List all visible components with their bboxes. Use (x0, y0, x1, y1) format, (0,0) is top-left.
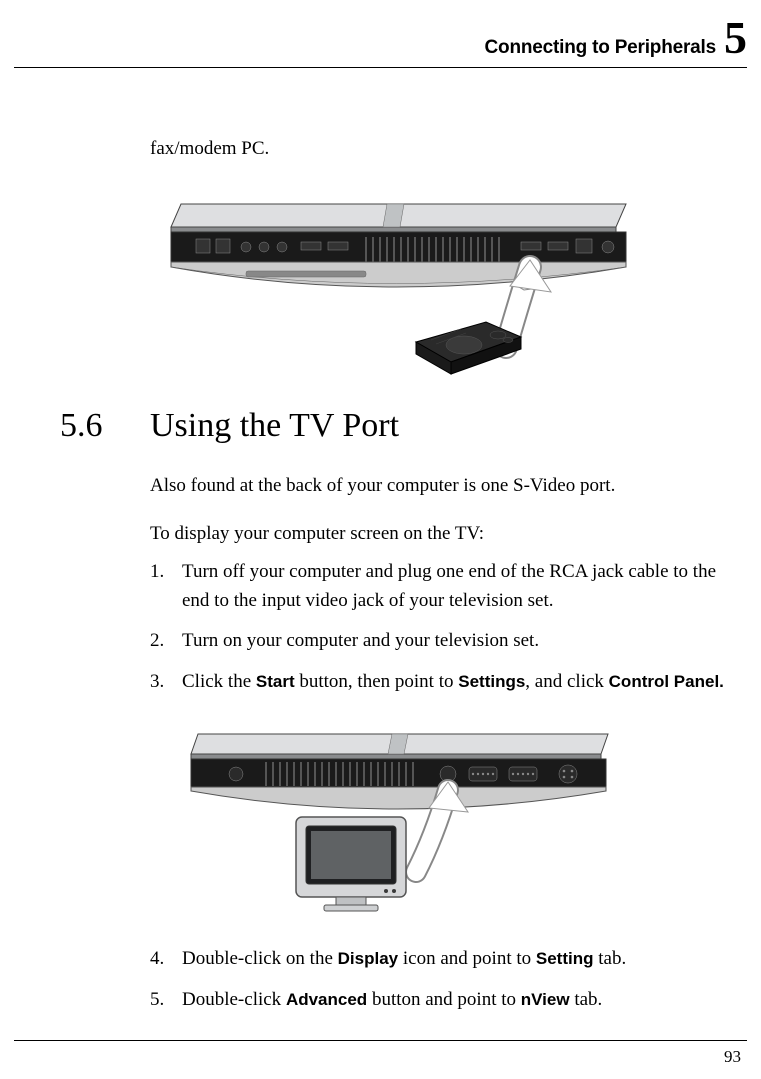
list-number: 3. (150, 668, 182, 697)
header-title: Connecting to Peripherals (485, 37, 716, 59)
bold-text: Start (256, 672, 295, 691)
text-fragment: fax/modem PC. (150, 138, 731, 160)
bold-text: Setting (536, 949, 594, 968)
text: , and click (525, 671, 608, 692)
content-area: fax/modem PC. (0, 138, 761, 1014)
page-header: Connecting to Peripherals 5 (0, 15, 761, 67)
bold-text: Control Panel. (609, 672, 724, 691)
footer-rule (14, 1040, 747, 1041)
section-heading: 5.6 Using the TV Port (60, 407, 731, 445)
list-item: 4. Double-click on the Display icon and … (150, 945, 731, 974)
text: Click the (182, 671, 256, 692)
list-text: Double-click Advanced button and point t… (182, 986, 731, 1015)
list-item: 3. Click the Start button, then point to… (150, 668, 731, 697)
laptop-modem-illustration (146, 192, 646, 377)
laptop-tv-illustration (176, 722, 616, 917)
chapter-number: 5 (724, 15, 747, 61)
page: Connecting to Peripherals 5 fax/modem PC… (0, 0, 761, 1079)
header-rule (14, 67, 747, 68)
bold-text: Settings (458, 672, 525, 691)
list-text: Turn off your computer and plug one end … (182, 558, 731, 615)
text: tab. (570, 989, 603, 1010)
figure-laptop-tv (60, 722, 731, 917)
bold-text: Display (338, 949, 398, 968)
section-title: Using the TV Port (150, 407, 399, 445)
list-number: 4. (150, 945, 182, 974)
text: button and point to (367, 989, 521, 1010)
list-number: 5. (150, 986, 182, 1015)
list-text: Click the Start button, then point to Se… (182, 668, 731, 697)
list-item: 1. Turn off your computer and plug one e… (150, 558, 731, 615)
text: icon and point to (398, 948, 536, 969)
list-item: 2. Turn on your computer and your televi… (150, 627, 731, 656)
list-text: Double-click on the Display icon and poi… (182, 945, 731, 974)
text: tab. (593, 948, 626, 969)
section-number: 5.6 (60, 407, 150, 445)
bold-text: Advanced (286, 990, 367, 1009)
list-text: Turn on your computer and your televisio… (182, 627, 731, 656)
list-item: 5. Double-click Advanced button and poin… (150, 986, 731, 1015)
list-number: 1. (150, 558, 182, 615)
bold-text: nView (521, 990, 570, 1009)
figure-laptop-modem (60, 192, 731, 377)
paragraph: To display your computer screen on the T… (150, 521, 731, 547)
page-number: 93 (724, 1047, 741, 1067)
paragraph: Also found at the back of your computer … (150, 473, 731, 499)
text: button, then point to (295, 671, 459, 692)
list-number: 2. (150, 627, 182, 656)
text: Double-click (182, 989, 286, 1010)
text: Double-click on the (182, 948, 338, 969)
